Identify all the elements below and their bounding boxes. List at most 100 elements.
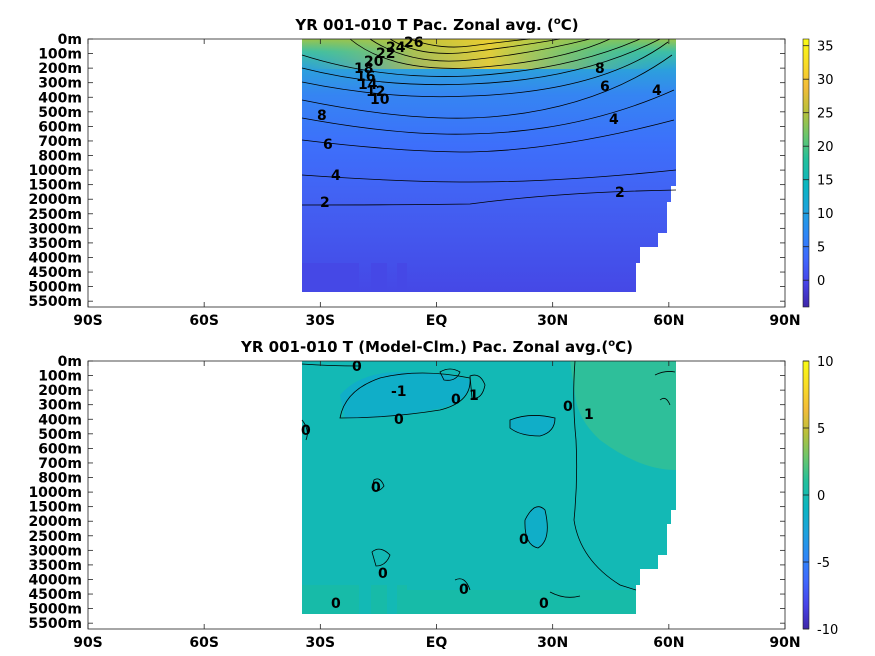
colorbar-tick-label: -5 xyxy=(817,556,830,571)
colorbar-tick-label: 10 xyxy=(817,207,834,222)
y-tick-label: 200m xyxy=(38,61,82,77)
y-tick-label: 800m xyxy=(38,149,82,165)
x-tick-label: 90S xyxy=(73,313,103,329)
panel1-title: YR 001-010 T Pac. Zonal avg. (oC) xyxy=(294,16,578,34)
colorbar-tick-label: 10 xyxy=(817,355,834,370)
x-tick-label: 30N xyxy=(537,635,568,651)
contour-label: 6 xyxy=(323,137,333,153)
y-tick-label: 0m xyxy=(58,354,82,370)
contour-label: 4 xyxy=(331,168,341,184)
panel2-bottom-layer xyxy=(302,585,359,614)
y-tick-label: 800m xyxy=(38,471,82,487)
y-tick-label: 3500m xyxy=(28,558,82,574)
colorbar-tick-label: 5 xyxy=(817,422,825,437)
panel1-colorbar xyxy=(802,38,810,308)
y-tick-label: 4000m xyxy=(28,572,82,588)
y-tick-label: 3500m xyxy=(28,236,82,252)
panel2-colorbar-ticks: 10 5 0 -5 -10 xyxy=(803,355,838,638)
y-tick-label: 1500m xyxy=(28,500,82,516)
contour-label: 0 xyxy=(519,532,529,548)
y-tick-label: 2000m xyxy=(28,192,82,208)
colorbar-tick-label: 0 xyxy=(817,489,825,504)
y-tick-label: 1500m xyxy=(28,178,82,194)
panel1-data-field xyxy=(302,39,676,292)
panel1-seafloor-fill xyxy=(302,263,359,292)
contour-label: 0 xyxy=(539,596,549,612)
contour-label: 22 xyxy=(376,46,395,62)
y-tick-label: 500m xyxy=(38,427,82,443)
panel2-cool-anomaly xyxy=(340,372,470,419)
panel1-y-axis: 0m100m200m300m400m500m600m700m800m1000m1… xyxy=(28,32,785,310)
panel2-cool-anomaly xyxy=(524,506,548,548)
x-tick-label: 60S xyxy=(189,635,219,651)
y-tick-label: 2500m xyxy=(28,207,82,223)
panel2-data-field xyxy=(302,361,676,614)
x-tick-label: 60S xyxy=(189,313,219,329)
x-tick-label: 60N xyxy=(653,635,684,651)
panel2-cool-anomaly xyxy=(510,415,555,436)
y-tick-label: 600m xyxy=(38,441,82,457)
contour-label: 4 xyxy=(609,112,619,128)
y-tick-label: 3000m xyxy=(28,543,82,559)
contour-label: -1 xyxy=(391,384,407,400)
x-tick-label: 30S xyxy=(306,635,336,651)
contour-label: 6 xyxy=(600,79,610,95)
y-tick-label: 300m xyxy=(38,398,82,414)
contour-label: 12 xyxy=(366,84,385,100)
contour-label: 8 xyxy=(595,61,605,77)
y-tick-label: 5500m xyxy=(28,294,82,310)
panel2-bottom-layer xyxy=(407,590,636,614)
y-tick-label: 1000m xyxy=(28,163,82,179)
panel2-warm-anomaly xyxy=(570,361,676,470)
colorbar-tick-label: 15 xyxy=(817,174,834,189)
contour-label: 0 xyxy=(371,480,381,496)
y-tick-label: 2500m xyxy=(28,529,82,545)
x-tick-label: 90N xyxy=(769,635,800,651)
x-tick-label: 90S xyxy=(73,635,103,651)
panel2-y-axis: 0m100m200m300m400m500m600m700m800m1000m1… xyxy=(28,354,785,632)
x-tick-label: 90N xyxy=(769,313,800,329)
y-tick-label: 3000m xyxy=(28,221,82,237)
contour-label: 24 xyxy=(386,40,406,56)
contour-label: 0 xyxy=(451,392,461,408)
contour-label: 16 xyxy=(356,69,375,85)
panel1-contour-lines xyxy=(301,38,677,206)
contour-label: 8 xyxy=(317,108,327,124)
y-tick-label: 5000m xyxy=(28,602,82,618)
panel2-contour-lines xyxy=(301,360,676,598)
contour-label: 1 xyxy=(469,388,479,404)
contour-label: 0 xyxy=(352,359,362,375)
anomaly-panel: YR 001-010 T (Model-Clm.) Pac. Zonal avg… xyxy=(28,338,838,651)
panel1-seafloor-fill xyxy=(371,263,387,292)
colorbar-tick-label: 30 xyxy=(817,73,834,88)
panel2-title: YR 001-010 T (Model-Clm.) Pac. Zonal avg… xyxy=(240,338,633,356)
panel1-x-axis: 90S 60S 30S EQ 30N 60N 90N xyxy=(73,39,801,329)
y-tick-label: 1000m xyxy=(28,485,82,501)
colorbar-tick-label: 35 xyxy=(817,40,834,55)
contour-label: 4 xyxy=(652,83,662,99)
contour-label: 20 xyxy=(364,54,384,70)
y-tick-label: 5000m xyxy=(28,280,82,296)
y-tick-label: 5500m xyxy=(28,616,82,632)
panel2-x-axis: 90S 60S 30S EQ 30N 60N 90N xyxy=(73,361,801,651)
y-tick-label: 4000m xyxy=(28,250,82,266)
colorbar-tick-label: 20 xyxy=(817,140,834,155)
contour-label: 0 xyxy=(394,412,404,428)
y-tick-label: 4500m xyxy=(28,265,82,281)
x-tick-label: 30S xyxy=(306,313,336,329)
y-tick-label: 0m xyxy=(58,32,82,48)
y-tick-label: 100m xyxy=(38,47,82,63)
panel1-seafloor-fill xyxy=(397,263,407,292)
contour-label: 0 xyxy=(331,596,341,612)
y-tick-label: 4500m xyxy=(28,587,82,603)
panel1-colorbar-ticks: 35 30 25 20 15 10 5 0 xyxy=(803,40,834,289)
y-tick-label: 400m xyxy=(38,90,82,106)
y-tick-label: 200m xyxy=(38,383,82,399)
y-tick-label: 700m xyxy=(38,134,82,150)
temperature-panel: YR 001-010 T Pac. Zonal avg. (oC) 26 24 … xyxy=(28,16,833,329)
contour-label: 14 xyxy=(358,77,378,93)
panel1-warm-surface xyxy=(302,39,676,69)
y-tick-label: 500m xyxy=(38,105,82,121)
contour-label: 10 xyxy=(370,92,390,108)
